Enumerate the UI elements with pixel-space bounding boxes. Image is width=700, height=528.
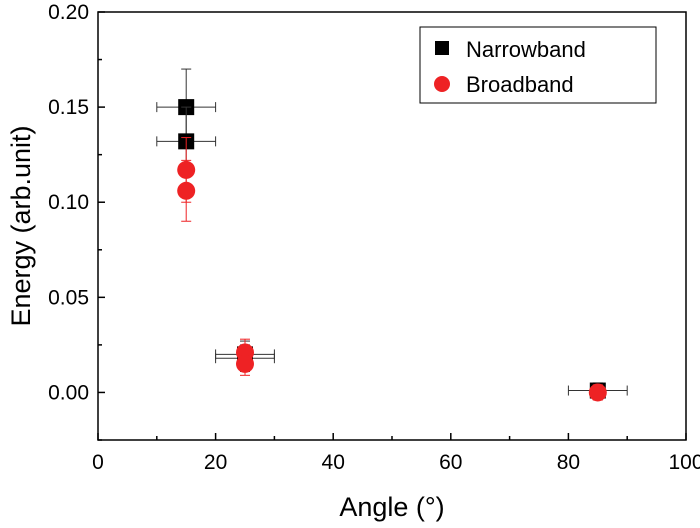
x-tick-label: 20	[204, 451, 227, 474]
data-point-broadband	[236, 354, 254, 373]
x-tick-label: 80	[557, 451, 580, 474]
legend-marker-narrowband	[435, 41, 449, 55]
x-tick-label: 40	[322, 451, 345, 474]
y-tick-label: 0.20	[48, 1, 89, 24]
y-tick-label: 0.00	[48, 381, 89, 404]
y-axis-label: Energy (arb.unit)	[6, 125, 36, 326]
y-tick-label: 0.10	[48, 191, 89, 214]
x-tick-label: 100	[668, 451, 700, 474]
y-tick-label: 0.15	[48, 96, 89, 119]
y-tick-label: 0.05	[48, 286, 89, 309]
legend-label-broadband: Broadband	[466, 72, 574, 97]
data-point-broadband	[588, 383, 607, 402]
legend-label-narrowband: Narrowband	[466, 37, 586, 62]
legend: Narrowband Broadband	[419, 26, 657, 104]
x-tick-label: 60	[439, 451, 462, 474]
legend-box	[419, 26, 657, 104]
x-tick-label: 0	[92, 451, 104, 474]
x-axis-label: Angle (°)	[339, 492, 444, 522]
legend-marker-broadband	[434, 76, 450, 92]
data-point-broadband	[177, 181, 196, 200]
